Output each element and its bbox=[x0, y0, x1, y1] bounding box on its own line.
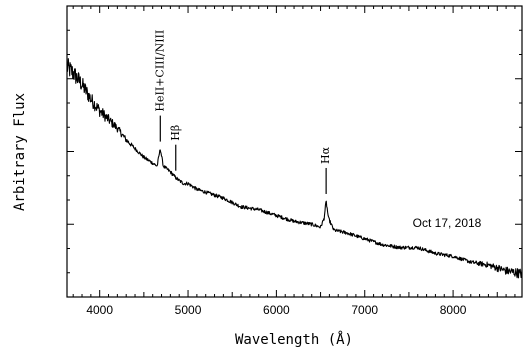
annotation-label: Hβ bbox=[169, 125, 182, 141]
x-tick-label: 7000 bbox=[351, 303, 378, 317]
annotation-label: HeII+CIII/NIII bbox=[153, 30, 166, 112]
plot-frame bbox=[66, 5, 523, 298]
x-tick-label: 5000 bbox=[175, 303, 202, 317]
x-tick-label: 4000 bbox=[86, 303, 113, 317]
y-axis-label: Arbitrary Flux bbox=[12, 93, 28, 211]
annotation-label: Hα bbox=[319, 146, 332, 164]
x-axis-label: Wavelength (Å) bbox=[235, 331, 353, 348]
spectrum-line bbox=[66, 58, 523, 279]
x-tick-label: 8000 bbox=[440, 303, 467, 317]
observation-date-label: Oct 17, 2018 bbox=[413, 216, 482, 230]
x-tick-label: 6000 bbox=[263, 303, 290, 317]
